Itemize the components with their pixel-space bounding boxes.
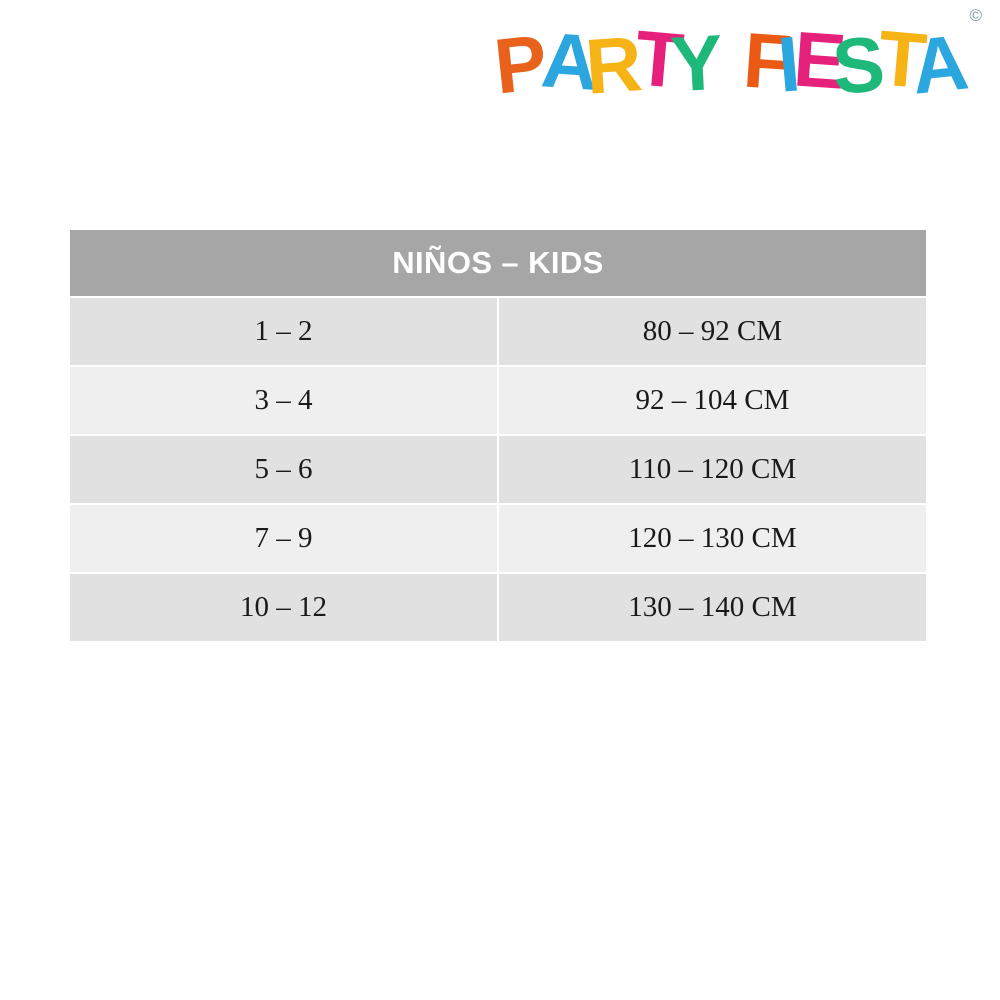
table-row: 7 – 9 120 – 130 CM — [70, 505, 926, 572]
cell-age: 10 – 12 — [70, 574, 497, 641]
cell-age: 5 – 6 — [70, 436, 497, 503]
logo-letter-y: Y — [668, 17, 724, 109]
size-chart-rows: 1 – 2 80 – 92 CM 3 – 4 92 – 104 CM 5 – 6 110 … — [70, 298, 926, 641]
cell-height: 110 – 120 CM — [499, 436, 926, 503]
table-row: 3 – 4 92 – 104 CM — [70, 367, 926, 434]
cell-height: 80 – 92 CM — [499, 298, 926, 365]
logo-word-fiesta: F I E S T A — [741, 13, 970, 110]
size-chart-title: NIÑOS – KIDS — [70, 230, 926, 296]
copyright-icon: © — [969, 6, 982, 25]
table-row: 5 – 6 110 – 120 CM — [70, 436, 926, 503]
cell-age: 7 – 9 — [70, 505, 497, 572]
cell-height: 120 – 130 CM — [499, 505, 926, 572]
table-row: 10 – 12 130 – 140 CM — [70, 574, 926, 641]
cell-height: 130 – 140 CM — [499, 574, 926, 641]
table-row: 1 – 2 80 – 92 CM — [70, 298, 926, 365]
cell-age: 3 – 4 — [70, 367, 497, 434]
cell-height: 92 – 104 CM — [499, 367, 926, 434]
party-fiesta-logo: P A R T Y F I E S T A © — [490, 4, 982, 111]
cell-age: 1 – 2 — [70, 298, 497, 365]
logo-word-party: P A R T Y — [490, 13, 724, 111]
brand-logo-area: P A R T Y F I E S T A © — [0, 0, 1000, 111]
logo-letter-a2: A — [906, 17, 971, 111]
size-chart-table: NIÑOS – KIDS 1 – 2 80 – 92 CM 3 – 4 92 – 10… — [70, 230, 926, 643]
